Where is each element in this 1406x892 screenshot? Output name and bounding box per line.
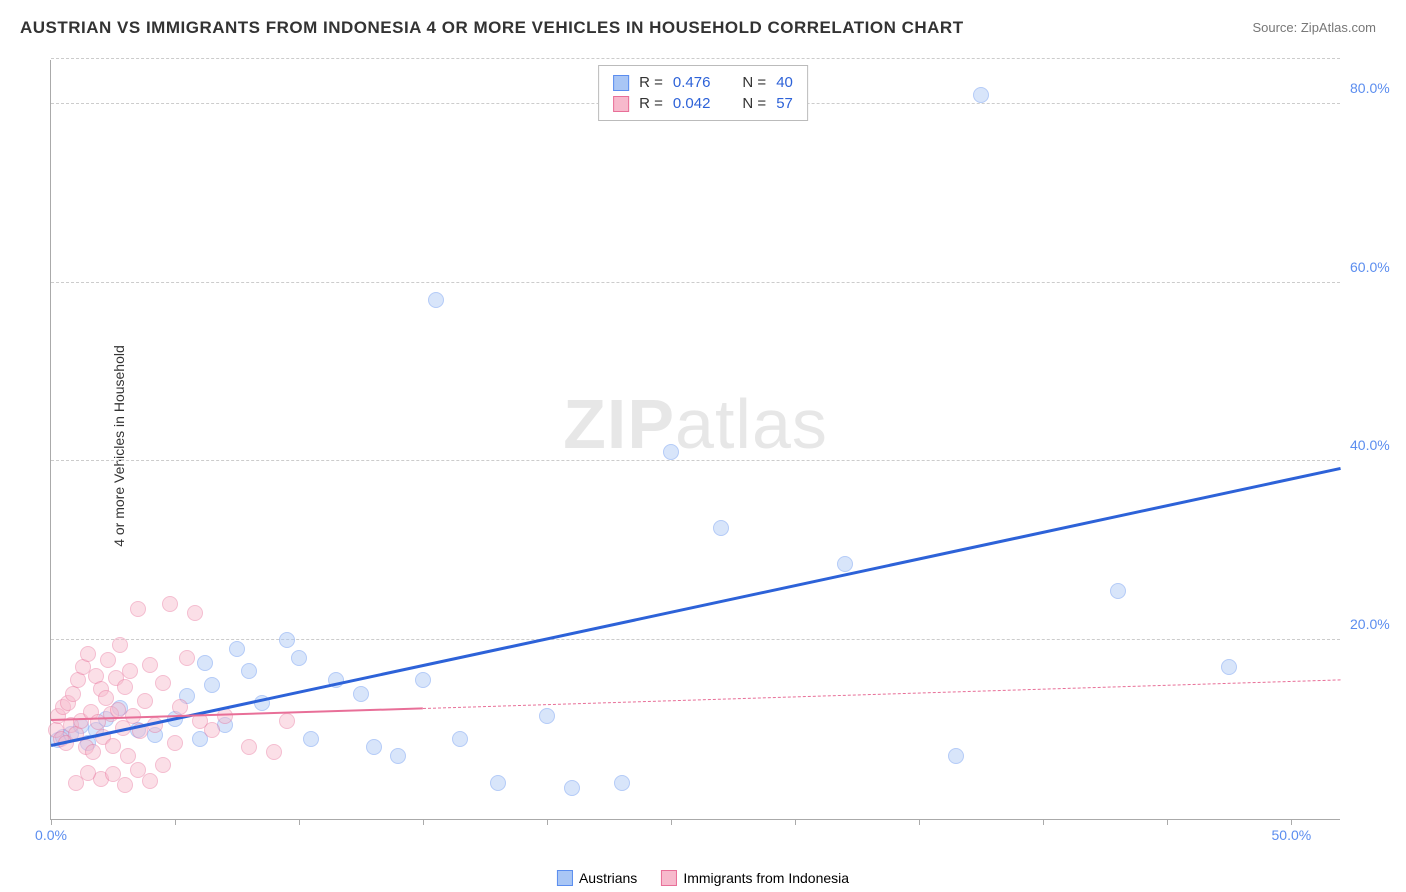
y-tick-label: 20.0%: [1350, 616, 1400, 632]
data-point: [137, 693, 153, 709]
stat-n-label: N =: [742, 95, 766, 112]
x-tick: [423, 819, 424, 825]
stat-n-value: 40: [776, 74, 793, 91]
y-tick-label: 80.0%: [1350, 80, 1400, 96]
x-tick: [795, 819, 796, 825]
series-swatch: [613, 96, 629, 112]
stat-n-label: N =: [742, 74, 766, 91]
stat-r-value: 0.476: [673, 74, 711, 91]
data-point: [80, 765, 96, 781]
x-tick: [671, 819, 672, 825]
legend: Austrians Immigrants from Indonesia: [557, 870, 849, 886]
data-point: [122, 663, 138, 679]
scatter-plot-area: ZIPatlas 20.0%40.0%60.0%80.0%0.0%50.0%: [50, 60, 1340, 820]
data-point: [112, 637, 128, 653]
x-tick: [175, 819, 176, 825]
data-point: [162, 596, 178, 612]
trend-line: [51, 467, 1342, 747]
x-tick: [919, 819, 920, 825]
data-point: [366, 739, 382, 755]
trend-line: [423, 679, 1341, 709]
x-tick-label: 50.0%: [1272, 827, 1312, 843]
data-point: [100, 652, 116, 668]
data-point: [291, 650, 307, 666]
data-point: [353, 686, 369, 702]
y-tick-label: 40.0%: [1350, 437, 1400, 453]
data-point: [837, 556, 853, 572]
data-point: [428, 292, 444, 308]
data-point: [117, 777, 133, 793]
data-point: [204, 722, 220, 738]
x-tick: [1167, 819, 1168, 825]
legend-item: Immigrants from Indonesia: [661, 870, 849, 886]
data-point: [167, 735, 183, 751]
stat-r-label: R =: [639, 74, 663, 91]
legend-swatch: [661, 870, 677, 886]
data-point: [142, 773, 158, 789]
watermark-rest: atlas: [675, 385, 828, 463]
data-point: [973, 87, 989, 103]
data-point: [713, 520, 729, 536]
data-point: [452, 731, 468, 747]
data-point: [266, 744, 282, 760]
x-tick: [299, 819, 300, 825]
data-point: [1221, 659, 1237, 675]
data-point: [229, 641, 245, 657]
data-point: [1110, 583, 1126, 599]
data-point: [130, 601, 146, 617]
data-point: [197, 655, 213, 671]
data-point: [187, 605, 203, 621]
data-point: [390, 748, 406, 764]
gridline-h: [51, 639, 1340, 640]
legend-label: Austrians: [579, 870, 637, 886]
x-tick: [51, 819, 52, 825]
source-attribution: Source: ZipAtlas.com: [1252, 20, 1376, 35]
gridline-h: [51, 282, 1340, 283]
data-point: [279, 713, 295, 729]
data-point: [110, 702, 126, 718]
gridline-h: [51, 460, 1340, 461]
x-tick: [547, 819, 548, 825]
y-tick-label: 60.0%: [1350, 259, 1400, 275]
data-point: [80, 646, 96, 662]
x-tick: [1291, 819, 1292, 825]
stats-row: R = 0.476 N = 40: [613, 72, 793, 93]
data-point: [490, 775, 506, 791]
legend-label: Immigrants from Indonesia: [683, 870, 849, 886]
data-point: [117, 679, 133, 695]
data-point: [155, 757, 171, 773]
stat-n-value: 57: [776, 95, 793, 112]
data-point: [564, 780, 580, 796]
x-tick-label: 0.0%: [35, 827, 67, 843]
data-point: [179, 650, 195, 666]
series-swatch: [613, 75, 629, 91]
watermark-bold: ZIP: [563, 385, 675, 463]
data-point: [172, 699, 188, 715]
data-point: [539, 708, 555, 724]
legend-item: Austrians: [557, 870, 637, 886]
stat-r-label: R =: [639, 95, 663, 112]
stats-row: R = 0.042 N = 57: [613, 93, 793, 114]
data-point: [614, 775, 630, 791]
data-point: [948, 748, 964, 764]
gridline-h: [51, 58, 1340, 59]
stat-r-value: 0.042: [673, 95, 711, 112]
data-point: [303, 731, 319, 747]
data-point: [663, 444, 679, 460]
watermark-text: ZIPatlas: [563, 384, 828, 464]
data-point: [85, 744, 101, 760]
legend-swatch: [557, 870, 573, 886]
data-point: [105, 738, 121, 754]
correlation-stats-box: R = 0.476 N = 40 R = 0.042 N = 57: [598, 65, 808, 121]
data-point: [415, 672, 431, 688]
data-point: [155, 675, 171, 691]
data-point: [279, 632, 295, 648]
data-point: [241, 663, 257, 679]
chart-title: AUSTRIAN VS IMMIGRANTS FROM INDONESIA 4 …: [20, 18, 964, 38]
data-point: [204, 677, 220, 693]
x-tick: [1043, 819, 1044, 825]
data-point: [142, 657, 158, 673]
data-point: [241, 739, 257, 755]
